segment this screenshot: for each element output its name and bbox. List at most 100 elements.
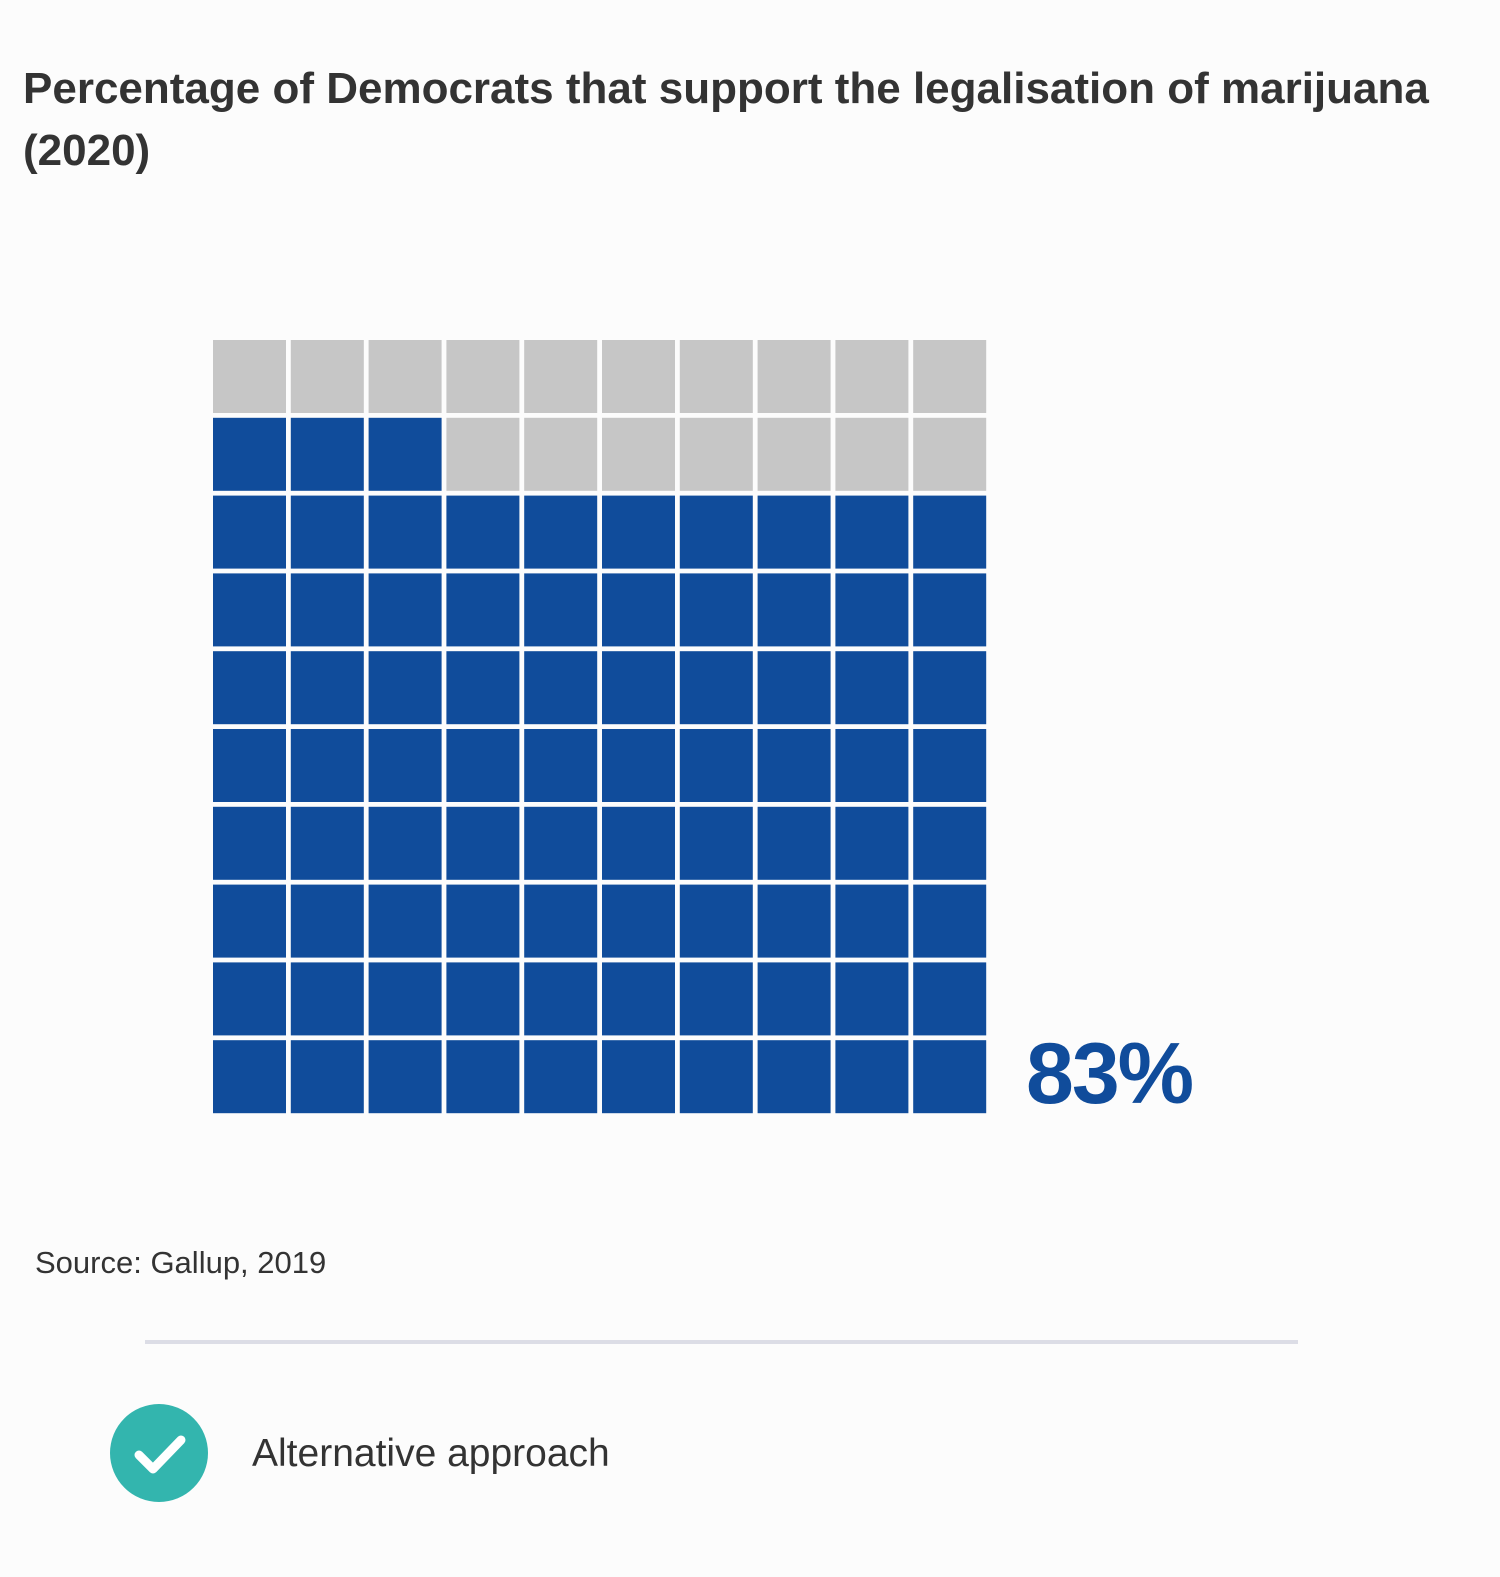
- waffle-cell-filled: [679, 962, 753, 1036]
- waffle-cell-filled: [835, 1040, 909, 1114]
- waffle-cell-filled: [835, 651, 909, 725]
- waffle-cell-empty: [913, 340, 987, 413]
- waffle-cell-filled: [446, 651, 520, 725]
- waffle-cell-empty: [679, 340, 753, 413]
- waffle-cell-empty: [913, 417, 987, 491]
- waffle-cell-filled: [213, 573, 286, 647]
- waffle-cell-filled: [524, 1040, 598, 1114]
- waffle-cell-filled: [679, 495, 753, 569]
- waffle-cell-filled: [835, 573, 909, 647]
- waffle-cell-filled: [446, 806, 520, 880]
- waffle-cell-empty: [524, 417, 598, 491]
- waffle-cell-filled: [368, 417, 442, 491]
- waffle-cell-filled: [368, 1040, 442, 1114]
- waffle-cell-filled: [290, 573, 364, 647]
- waffle-cell-empty: [602, 340, 675, 413]
- source-note: Source: Gallup, 2019: [35, 1245, 327, 1280]
- waffle-cell-filled: [602, 1040, 675, 1114]
- waffle-cell-filled: [524, 806, 598, 880]
- waffle-cell-empty: [602, 417, 675, 491]
- waffle-cell-filled: [290, 417, 364, 491]
- waffle-cell-filled: [757, 884, 831, 958]
- waffle-cell-filled: [913, 884, 987, 958]
- waffle-cell-empty: [835, 417, 909, 491]
- waffle-cell-filled: [913, 806, 987, 880]
- waffle-cell-filled: [368, 962, 442, 1036]
- waffle-cell-filled: [368, 806, 442, 880]
- waffle-cell-filled: [524, 495, 598, 569]
- waffle-cell-filled: [524, 962, 598, 1036]
- waffle-cell-filled: [368, 495, 442, 569]
- waffle-cell-filled: [602, 884, 675, 958]
- waffle-cell-filled: [290, 806, 364, 880]
- waffle-cell-filled: [524, 651, 598, 725]
- waffle-cell-filled: [602, 729, 675, 802]
- waffle-cell-filled: [602, 806, 675, 880]
- waffle-cell-empty: [446, 417, 520, 491]
- waffle-cell-filled: [290, 651, 364, 725]
- waffle-cell-filled: [213, 962, 286, 1036]
- waffle-cell-filled: [368, 884, 442, 958]
- waffle-cell-filled: [679, 651, 753, 725]
- waffle-cell-filled: [835, 884, 909, 958]
- waffle-cell-filled: [290, 1040, 364, 1114]
- check-icon: [110, 1404, 208, 1502]
- waffle-cell-filled: [913, 651, 987, 725]
- waffle-cell-filled: [602, 651, 675, 725]
- waffle-cell-filled: [213, 1040, 286, 1114]
- percent-label: 83%: [1026, 1026, 1194, 1122]
- waffle-cell-empty: [679, 417, 753, 491]
- waffle-cell-filled: [213, 495, 286, 569]
- waffle-cell-filled: [602, 495, 675, 569]
- waffle-cell-filled: [913, 573, 987, 647]
- waffle-cell-filled: [679, 573, 753, 647]
- chart-title: Percentage of Democrats that support the…: [23, 64, 1429, 175]
- waffle-cell-filled: [368, 729, 442, 802]
- waffle-cell-filled: [757, 962, 831, 1036]
- waffle-cell-filled: [446, 573, 520, 647]
- waffle-cell-empty: [446, 340, 520, 413]
- waffle-cell-filled: [679, 884, 753, 958]
- waffle-cell-filled: [446, 962, 520, 1036]
- waffle-cell-filled: [835, 806, 909, 880]
- waffle-cell-filled: [290, 495, 364, 569]
- waffle-cell-filled: [679, 806, 753, 880]
- divider: [145, 1340, 1298, 1344]
- waffle-cell-empty: [368, 340, 442, 413]
- waffle-cell-empty: [835, 340, 909, 413]
- waffle-cell-filled: [524, 573, 598, 647]
- waffle-cell-filled: [290, 884, 364, 958]
- waffle-cell-filled: [757, 1040, 831, 1114]
- waffle-cell-filled: [757, 651, 831, 725]
- waffle-cell-filled: [679, 729, 753, 802]
- waffle-cell-filled: [602, 573, 675, 647]
- waffle-cell-filled: [835, 729, 909, 802]
- waffle-cell-filled: [757, 806, 831, 880]
- waffle-cell-filled: [446, 495, 520, 569]
- waffle-cell-filled: [679, 1040, 753, 1114]
- waffle-cell-filled: [757, 729, 831, 802]
- waffle-cell-filled: [290, 729, 364, 802]
- waffle-cell-empty: [290, 340, 364, 413]
- waffle-cell-filled: [757, 573, 831, 647]
- waffle-cell-filled: [446, 729, 520, 802]
- waffle-cell-filled: [446, 884, 520, 958]
- approach-label: Alternative approach: [252, 1432, 610, 1475]
- waffle-cell-filled: [213, 417, 286, 491]
- waffle-cell-empty: [213, 340, 286, 413]
- waffle-chart: [213, 340, 987, 1114]
- waffle-cell-filled: [913, 1040, 987, 1114]
- waffle-cell-filled: [368, 651, 442, 725]
- waffle-cell-filled: [757, 495, 831, 569]
- waffle-cell-filled: [213, 806, 286, 880]
- waffle-cell-filled: [368, 573, 442, 647]
- waffle-cell-empty: [757, 417, 831, 491]
- waffle-cell-empty: [757, 340, 831, 413]
- waffle-cell-filled: [524, 884, 598, 958]
- waffle-cell-filled: [602, 962, 675, 1036]
- waffle-cell-filled: [290, 962, 364, 1036]
- waffle-cell-filled: [446, 1040, 520, 1114]
- waffle-cell-filled: [835, 495, 909, 569]
- waffle-cell-filled: [835, 962, 909, 1036]
- waffle-cell-filled: [213, 729, 286, 802]
